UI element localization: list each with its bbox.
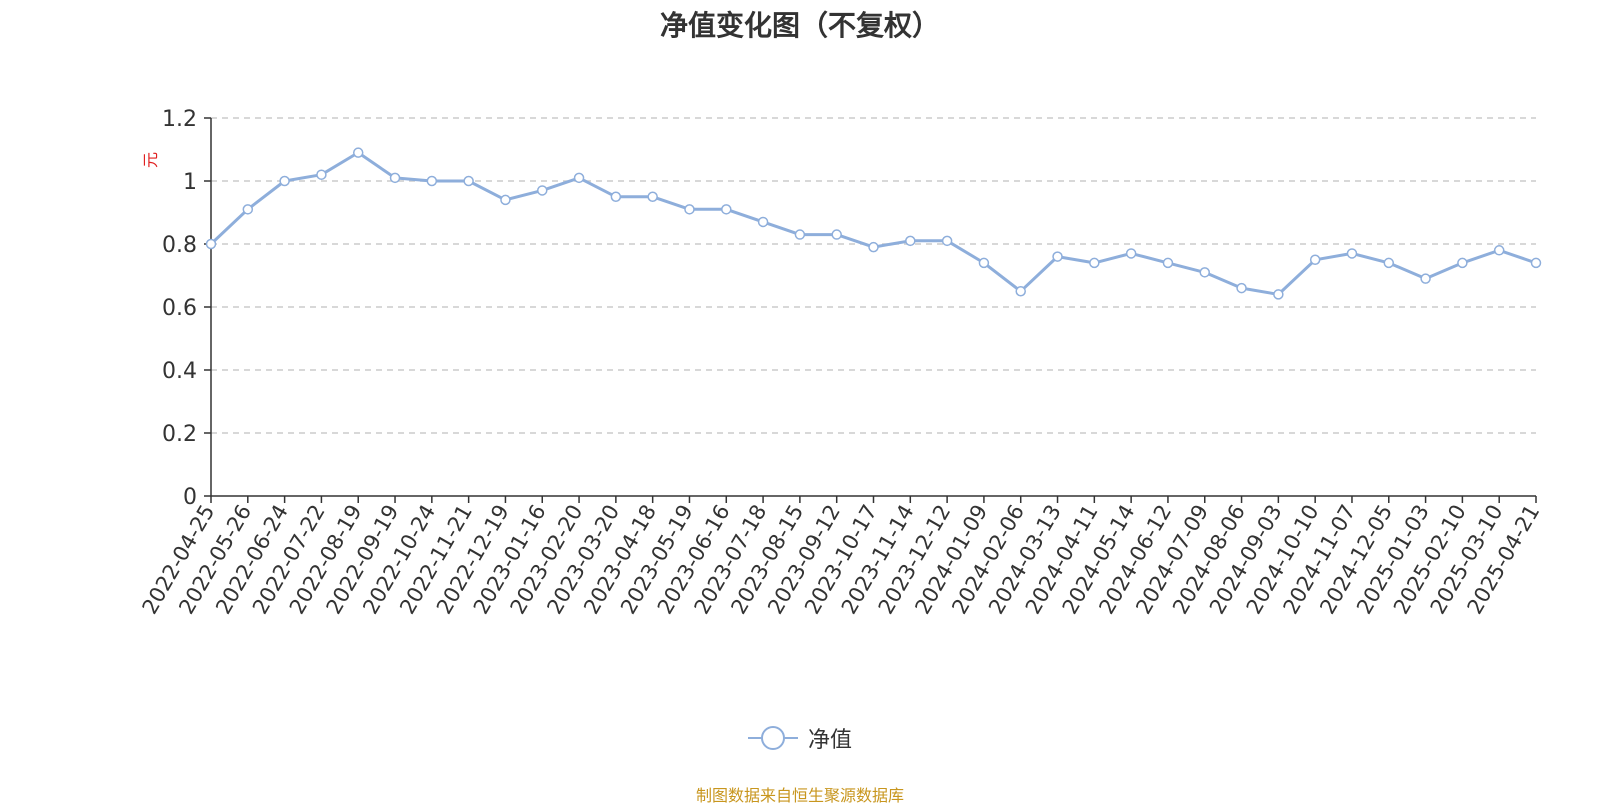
data-point[interactable] [794,229,806,240]
data-point[interactable] [978,257,990,269]
data-point[interactable] [905,235,916,247]
y-tick-label: 0.6 [162,296,197,321]
data-point[interactable] [279,175,290,187]
chart-title: 净值变化图（不复权） [659,9,940,42]
data-point[interactable] [537,185,548,196]
data-point[interactable] [1125,248,1137,259]
y-tick-label: 0.2 [162,422,197,447]
data-point[interactable] [647,191,658,202]
data-point[interactable] [1493,245,1505,256]
data-point[interactable] [610,191,622,202]
series-line [209,151,1538,296]
data-point[interactable] [1530,257,1542,269]
data-point[interactable] [831,229,842,240]
y-tick-label: 1 [183,170,197,195]
data-point[interactable] [1052,251,1063,262]
data-point[interactable] [941,235,953,247]
data-point[interactable] [1236,282,1247,294]
data-point[interactable] [389,172,401,184]
legend-line-circle-icon [747,726,798,750]
x-axis-ticks: 2022-04-252022-05-262022-06-242022-07-22… [138,496,1544,618]
data-point[interactable] [316,169,327,180]
y-axis-label: 元 [141,152,160,168]
data-point[interactable] [1346,248,1358,259]
data-point[interactable] [1162,257,1174,269]
data-point[interactable] [242,204,254,215]
y-axis-ticks: 0 0.2 0.4 0.6 0.8 1 1.2 [162,107,211,510]
data-point[interactable] [1015,286,1026,297]
data-point[interactable] [1420,273,1431,284]
data-point[interactable] [1457,257,1468,269]
grid-lines [211,117,1536,434]
data-point[interactable] [500,194,511,206]
data-point[interactable] [684,204,695,215]
data-point[interactable] [1199,267,1210,278]
data-point[interactable] [463,175,474,187]
data-point[interactable] [721,204,732,215]
data-point[interactable] [426,175,438,187]
source-note: 制图数据来自恒生聚源数据库 [695,786,904,805]
y-tick-label: 0 [183,485,197,510]
data-point[interactable] [1273,289,1284,300]
data-point[interactable] [352,147,364,158]
legend-label: 净值 [807,728,852,753]
data-point[interactable] [1383,257,1395,269]
data-point[interactable] [1309,254,1321,265]
y-tick-label: 0.8 [162,233,197,258]
series-layer [205,147,1542,300]
y-tick-label: 0.4 [162,359,197,384]
data-point[interactable] [573,172,585,184]
data-point[interactable] [868,241,879,253]
data-point[interactable] [205,238,217,250]
y-tick-label: 1.2 [162,107,197,132]
data-point[interactable] [1089,257,1100,269]
data-point[interactable] [757,216,769,228]
legend[interactable]: 净值 [0,722,1600,757]
